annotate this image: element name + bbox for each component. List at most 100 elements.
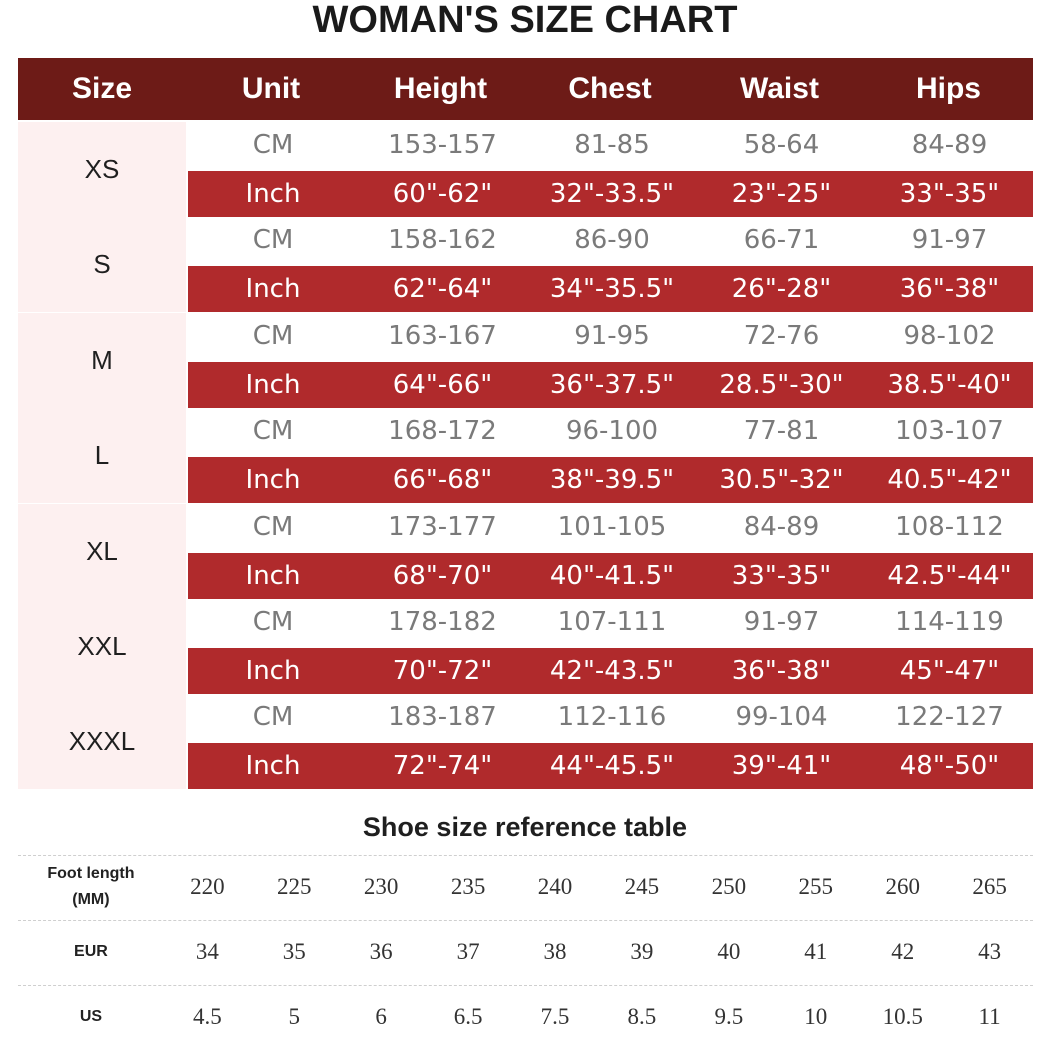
unit-cell: Inch xyxy=(245,465,301,496)
measure-cell: 103-107 xyxy=(895,416,1004,447)
measure-cell: 23"-25" xyxy=(731,179,832,209)
header-height: Height xyxy=(393,72,488,105)
measure-cell: 173-177 xyxy=(388,511,497,542)
shoe-value-cell: 34 xyxy=(195,939,219,964)
shoe-value-cell: 220 xyxy=(190,874,225,899)
measure-cell: 32"-33.5" xyxy=(549,179,675,209)
measure-cell: 178-182 xyxy=(388,607,497,637)
measure-cell: 96-100 xyxy=(565,416,659,447)
measure-cell: 114-119 xyxy=(895,607,1004,637)
shoe-value-cell: 260 xyxy=(885,874,920,899)
shoe-row-label-line: EUR xyxy=(74,943,108,960)
page-title: WOMAN'S SIZE CHART xyxy=(312,0,738,41)
measure-cell: 48"-50" xyxy=(899,751,1000,782)
measure-cell: 36"-37.5" xyxy=(549,369,675,400)
shoe-value-cell: 38 xyxy=(543,939,567,964)
cm-row: CM 173-177 101-105 84-89 108-112 xyxy=(188,503,1033,550)
measure-cell: 33"-35" xyxy=(899,179,1000,209)
measure-cell: 84-89 xyxy=(911,130,988,160)
measure-cell: 68"-70" xyxy=(392,560,493,591)
measure-cell: 44"-45.5" xyxy=(549,751,675,782)
header-waist: Waist xyxy=(740,72,819,105)
measure-cell: 112-116 xyxy=(557,702,667,733)
cm-row: CM 158-162 86-90 66-71 91-97 xyxy=(188,217,1033,264)
measure-cell: 58-64 xyxy=(743,130,820,160)
measure-cell: 91-97 xyxy=(743,607,820,637)
unit-cell: Inch xyxy=(245,369,301,400)
measure-cell: 40.5"-42" xyxy=(887,465,1012,496)
size-group-m: M CM 163-167 91-95 72-76 98-102 Inch 64"-66" 36"… xyxy=(18,312,1033,408)
measure-cell: 36"-38" xyxy=(731,656,832,686)
measure-cell: 36"-38" xyxy=(899,274,1000,305)
measure-cell: 33"-35" xyxy=(731,560,832,591)
shoe-row-label: US xyxy=(18,1004,164,1030)
shoe-value-cell: 225 xyxy=(276,874,312,899)
measure-cell: 163-167 xyxy=(388,320,497,351)
cm-row: CM 168-172 96-100 77-81 103-107 xyxy=(188,408,1033,455)
shoe-value-cell: 230 xyxy=(363,874,399,899)
measure-cell: 39"-41" xyxy=(731,751,832,782)
unit-cell: Inch xyxy=(245,656,301,686)
measure-cell: 38"-39.5" xyxy=(549,465,675,496)
size-label: M xyxy=(18,312,186,408)
measure-cell: 91-95 xyxy=(574,320,650,351)
measure-cell: 86-90 xyxy=(574,225,650,256)
measure-cell: 26"-28" xyxy=(731,274,832,305)
shoe-row-label: Foot length (MM) xyxy=(18,861,164,913)
measure-cell: 99-104 xyxy=(735,702,828,733)
shoe-row: EUR 34 35 36 37 38 39 40 41 42 43 xyxy=(18,920,1033,983)
size-group-xxxl: XXXL CM 183-187 112-116 99-104 122-127 Inch 72"… xyxy=(18,694,1033,790)
unit-cell: Inch xyxy=(245,274,301,305)
measure-cell: 66-71 xyxy=(743,225,820,256)
shoe-value-cell: 36 xyxy=(369,939,393,964)
measure-cell: 77-81 xyxy=(743,416,820,447)
size-group-s: S CM 158-162 86-90 66-71 91-97 Inch 62"-64" 34"-… xyxy=(18,217,1033,313)
size-label: L xyxy=(18,408,186,504)
measure-cell: 34"-35.5" xyxy=(549,274,675,305)
unit-cell: CM xyxy=(252,702,294,733)
size-label: XL xyxy=(18,503,186,599)
measure-cell: 81-85 xyxy=(574,130,650,160)
size-label: XS xyxy=(18,122,186,217)
measure-cell: 42"-43.5" xyxy=(549,656,675,686)
shoe-value-cell: 250 xyxy=(711,874,747,899)
header-unit: Unit xyxy=(241,72,301,105)
measure-cell: 66"-68" xyxy=(392,465,493,496)
shoe-value-cell: 9.5 xyxy=(714,1004,744,1029)
unit-cell: CM xyxy=(252,607,294,637)
cm-row: CM 153-157 81-85 58-64 84-89 xyxy=(188,122,1033,168)
shoe-row-label-line: Foot length xyxy=(47,865,135,882)
inch-row: Inch 70"-72" 42"-43.5" 36"-38" 45"-47" xyxy=(188,648,1033,694)
shoe-value-cell: 10 xyxy=(804,1004,828,1029)
shoe-value-cell: 42 xyxy=(891,939,915,964)
shoe-value-cell: 5 xyxy=(288,1004,300,1029)
shoe-value-cell: 7.5 xyxy=(540,1004,570,1029)
shoe-value-cell: 8.5 xyxy=(627,1004,657,1029)
measure-cell: 72-76 xyxy=(743,320,820,351)
size-label: XXL xyxy=(18,599,186,694)
size-label: S xyxy=(18,217,186,313)
unit-cell: CM xyxy=(252,416,294,447)
measure-cell: 107-111 xyxy=(557,607,667,637)
measure-cell: 45"-47" xyxy=(899,656,1000,686)
shoe-table-title: Shoe size reference table xyxy=(362,812,688,842)
measure-cell: 64"-66" xyxy=(392,369,493,400)
size-table-header: Size Unit Height Chest Waist Hips xyxy=(18,58,1033,120)
size-group-xxl: XXL CM 178-182 107-111 91-97 114-119 Inch 70"-7… xyxy=(18,599,1033,694)
inch-row: Inch 72"-74" 44"-45.5" 39"-41" 48"-50" xyxy=(188,743,1033,790)
measure-cell: 153-157 xyxy=(388,130,497,160)
measure-cell: 183-187 xyxy=(388,702,497,733)
measure-cell: 70"-72" xyxy=(392,656,493,686)
size-group-xs: XS CM 153-157 81-85 58-64 84-89 Inch 60"-62" 32"… xyxy=(18,122,1033,217)
inch-row: Inch 60"-62" 32"-33.5" 23"-25" 33"-35" xyxy=(188,171,1033,217)
shoe-value-cell: 40 xyxy=(717,939,741,964)
shoe-value-cell: 6 xyxy=(375,1004,387,1029)
measure-cell: 30.5"-32" xyxy=(719,465,844,496)
unit-cell: CM xyxy=(252,225,294,256)
measure-cell: 38.5"-40" xyxy=(887,369,1012,400)
shoe-value-cell: 41 xyxy=(804,939,828,964)
shoe-value-cell: 10.5 xyxy=(882,1004,923,1029)
measure-cell: 28.5"-30" xyxy=(719,369,844,400)
size-group-l: L CM 168-172 96-100 77-81 103-107 Inch 66"-68" 3… xyxy=(18,408,1033,504)
measure-cell: 40"-41.5" xyxy=(549,560,675,591)
